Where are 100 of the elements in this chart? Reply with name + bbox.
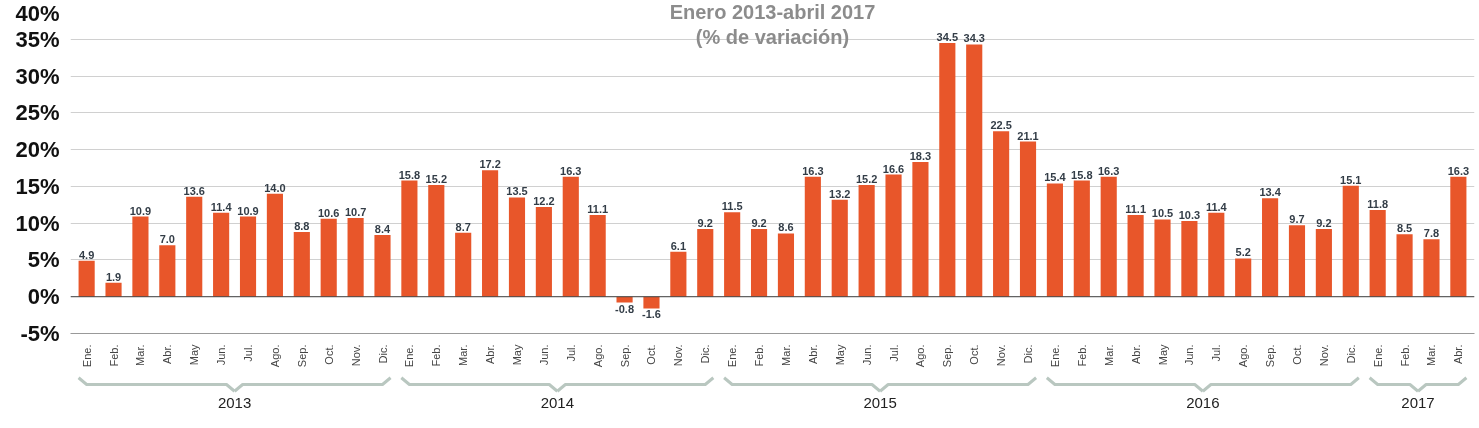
x-tick-label: Ene. (403, 344, 416, 368)
data-label: 8.6 (778, 221, 794, 234)
y-tick-label: 10% (15, 210, 60, 236)
data-label: 8.4 (374, 222, 392, 235)
data-label: 16.3 (560, 164, 582, 177)
bar (293, 231, 310, 297)
bar (1315, 229, 1332, 297)
y-tick-label: -5% (20, 321, 60, 346)
data-label: 6.1 (670, 239, 687, 252)
bar (724, 212, 741, 297)
data-label: 14.0 (264, 181, 286, 194)
x-tick-label: Feb. (1075, 344, 1088, 367)
data-label: 9.7 (1289, 213, 1305, 226)
x-tick-label: Dic. (376, 344, 389, 364)
data-label: 34.3 (963, 32, 985, 45)
data-label: 8.5 (1396, 222, 1413, 235)
x-tick-label: Mar. (1102, 344, 1115, 366)
x-tick-label: Jun. (1183, 344, 1196, 366)
data-label: 10.9 (237, 204, 259, 217)
x-tick-label: Ene. (1371, 344, 1384, 368)
bar (831, 199, 848, 297)
y-tick-label: 30% (15, 63, 60, 89)
bar (132, 216, 149, 297)
data-label: 11.4 (1205, 200, 1228, 213)
bar (1235, 258, 1252, 297)
bar (1046, 183, 1063, 297)
bar (535, 206, 552, 297)
data-label: 13.4 (1259, 186, 1282, 199)
data-label: 12.2 (533, 194, 555, 207)
x-tick-label: Feb. (107, 344, 120, 367)
data-label: 10.5 (1151, 207, 1174, 220)
data-label: -1.6 (641, 308, 661, 321)
x-tick-label: May (188, 344, 201, 366)
bar (1396, 234, 1413, 297)
data-label: 10.3 (1178, 208, 1201, 221)
x-tick-label: Sep. (1264, 344, 1277, 368)
y-tick-label: 5% (27, 247, 60, 273)
bar (1019, 141, 1037, 297)
y-tick-label: 25% (15, 100, 60, 126)
bar (1100, 176, 1117, 297)
data-label: 15.1 (1340, 173, 1362, 186)
data-label: 13.2 (829, 187, 851, 200)
bar (1208, 212, 1225, 297)
y-tick-label: 15% (15, 173, 60, 199)
x-tick-label: Dic. (699, 344, 712, 364)
data-label: 7.0 (159, 233, 175, 246)
y-tick-label: 0% (27, 284, 60, 310)
y-tick-label: 20% (15, 137, 60, 163)
x-tick-label: Abr. (806, 344, 819, 365)
x-tick-label: Ago. (914, 344, 927, 368)
x-tick-label: Feb. (753, 344, 766, 367)
x-tick-label: Nov. (349, 344, 362, 367)
x-tick-label: Ago. (591, 344, 604, 368)
bar (186, 196, 203, 297)
data-label: 11.1 (587, 203, 609, 216)
y-tick-label: 40% (15, 0, 60, 26)
data-label: 15.8 (1071, 168, 1093, 181)
bar (1073, 180, 1090, 297)
x-tick-label: Abr. (484, 344, 497, 365)
data-label: 4.9 (78, 248, 95, 261)
x-tick-label: Jun. (215, 344, 228, 366)
x-tick-label: Mar. (1425, 344, 1438, 366)
data-label: 11.1 (1125, 203, 1147, 216)
x-tick-label: Ene. (80, 344, 93, 368)
data-label: 17.2 (479, 158, 501, 171)
text: 2016 (1186, 394, 1220, 411)
data-label: 15.4 (1044, 171, 1067, 184)
x-tick-label: Dic. (1344, 344, 1357, 364)
x-tick-label: Mar. (134, 344, 147, 366)
bar (858, 184, 875, 297)
bar (1369, 209, 1386, 297)
data-label: 15.2 (855, 172, 878, 185)
x-tick-label: May (1156, 344, 1169, 366)
x-tick-label: Sep. (941, 344, 954, 368)
x-tick-label: Jul. (1210, 344, 1223, 362)
data-label: 11.4 (210, 200, 233, 213)
bar (993, 131, 1010, 297)
x-tick-label: Ago. (268, 344, 281, 368)
bar (347, 218, 364, 297)
data-label: 8.8 (294, 219, 310, 232)
data-label: 11.5 (721, 200, 743, 213)
bar (1450, 176, 1467, 297)
data-label: 10.7 (344, 206, 367, 219)
x-tick-label: Ene. (726, 344, 739, 368)
text: 2014 (540, 394, 575, 411)
bar (401, 180, 418, 297)
x-tick-label: May (833, 344, 846, 366)
bar (78, 260, 95, 297)
bar (1127, 215, 1144, 297)
x-tick-label: Nov. (995, 344, 1008, 367)
x-tick-label: Nov. (1317, 344, 1330, 367)
x-tick-label: Jul. (887, 344, 900, 362)
bar (777, 233, 795, 297)
x-tick-label: Ago. (1237, 344, 1250, 368)
bar (213, 212, 230, 297)
data-label: 21.1 (1017, 129, 1039, 142)
data-label: 10.6 (318, 206, 340, 219)
x-tick-label: Ene. (1048, 344, 1061, 368)
data-label: 9.2 (697, 217, 713, 230)
bar (885, 174, 902, 297)
